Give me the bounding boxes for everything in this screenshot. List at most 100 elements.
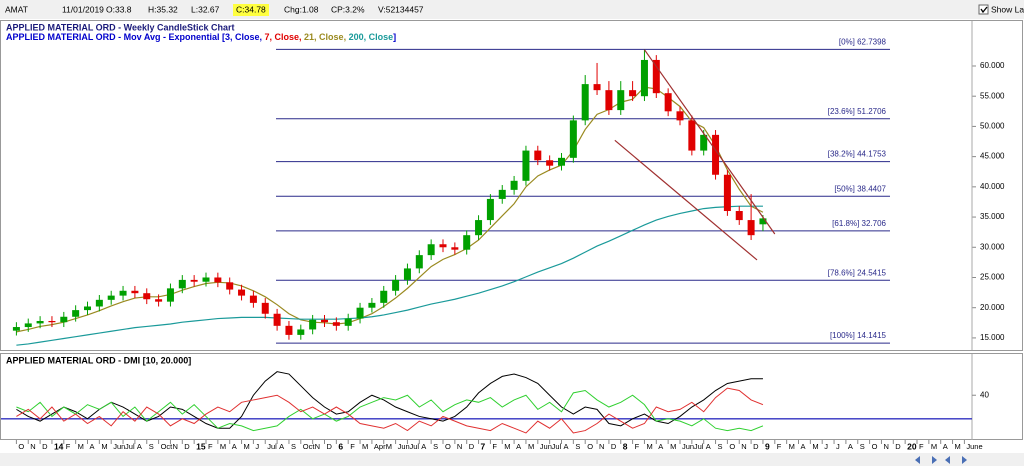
ma-legend: APPLIED MATERIAL ORD - Mov Avg - Exponen… [6, 32, 396, 42]
x-tick-label: F [350, 442, 355, 451]
x-tick-label: O [445, 442, 451, 451]
show-last-label[interactable]: Show Last [991, 4, 1024, 14]
volume: V:52134457 [378, 4, 424, 14]
symbol: AMAT [5, 4, 28, 14]
x-tick-label: Apr [374, 442, 386, 451]
x-tick-label: M [244, 442, 250, 451]
x-tick-label: N [883, 442, 888, 451]
x-tick-label: Jul [125, 442, 135, 451]
candle-body [60, 316, 68, 323]
ma-legend-part: 7, Close, [265, 32, 305, 42]
candle-body [238, 289, 246, 296]
candle-body [166, 288, 174, 302]
fib-label: [23.6%] 51.2706 [828, 107, 887, 116]
x-tick-label: O [18, 442, 24, 451]
x-tick-label: Oct [303, 442, 316, 451]
x-tick-label: F [635, 442, 640, 451]
candle-body [107, 295, 115, 300]
candle-body [427, 244, 435, 256]
moving-average [16, 205, 763, 346]
x-tick-label: A [801, 442, 806, 451]
x-tick-label: O [729, 442, 735, 451]
trend-line [643, 49, 776, 235]
x-tick-label: Jun [682, 442, 694, 451]
candle-body [332, 322, 340, 326]
x-tick-label: D [42, 442, 48, 451]
candle-body [321, 319, 328, 323]
candle-body [392, 279, 400, 291]
candle-body [652, 59, 660, 94]
candle-body [664, 93, 672, 112]
dmi-line [16, 387, 764, 434]
candle-body [12, 327, 20, 331]
x-tick-label: S [433, 442, 438, 451]
ma-legend-part: ] [393, 32, 396, 42]
candle-body [190, 279, 198, 282]
candle-body [36, 320, 44, 324]
x-tick-label: M [812, 442, 818, 451]
ma-legend-part: 3, Close, [225, 32, 265, 42]
x-tick-label: F [66, 442, 71, 451]
date: 11/01/2019 [62, 4, 104, 14]
candle-body [451, 247, 459, 250]
fib-label: [50%] 38.4407 [834, 184, 886, 193]
x-tick-label: A [658, 442, 663, 451]
candle-body [24, 323, 32, 328]
candle-body [629, 90, 637, 97]
candle-body [546, 160, 554, 166]
y-tick-label: 45.000 [980, 152, 1005, 161]
candle-body [558, 157, 565, 166]
open: O:33.8 [106, 4, 132, 14]
x-tick-label: A [137, 442, 142, 451]
x-tick-label: 14 [54, 441, 64, 451]
y-tick-label: 25.000 [980, 273, 1005, 282]
y-tick-label: 30.000 [980, 242, 1005, 251]
x-tick-label: J [255, 442, 259, 451]
x-tick-label: M [955, 442, 961, 451]
x-tick-label: Jul [552, 442, 562, 451]
x-tick-label: M [670, 442, 676, 451]
x-tick-label: D [895, 442, 901, 451]
x-tick-label: Jun [540, 442, 552, 451]
fib-label: [78.6%] 24.5415 [828, 268, 887, 277]
y-tick-label: 20.000 [980, 303, 1005, 312]
fib-label: [100%] 14.1415 [830, 331, 887, 340]
chart-title: APPLIED MATERIAL ORD - Weekly CandleStic… [6, 22, 235, 32]
x-tick-label: Jul [409, 442, 419, 451]
x-tick-label: M [789, 442, 795, 451]
show-last-checkbox[interactable] [978, 4, 989, 15]
x-tick-label: N [30, 442, 35, 451]
candle-body [273, 313, 281, 326]
candle-body [226, 282, 234, 290]
candle-body [593, 84, 601, 91]
x-tick-label: D [327, 442, 333, 451]
y-tick-label: 15.000 [980, 333, 1005, 342]
x-tick-label: Jul [694, 442, 704, 451]
x-tick-label: 9 [765, 441, 770, 451]
x-tick-label: D [611, 442, 617, 451]
candle-body [202, 277, 210, 282]
candle-body [72, 310, 80, 317]
change: Chg:1.08 [284, 4, 319, 14]
candle-body [605, 90, 613, 111]
y-tick-label: 35.000 [980, 212, 1005, 221]
candle-body [723, 174, 731, 212]
candle-body [368, 302, 376, 308]
low: L:32.67 [191, 4, 220, 14]
dmi-line [16, 371, 763, 429]
x-tick-label: 8 [623, 441, 628, 451]
candle-body [356, 307, 364, 319]
x-tick-label: O [872, 442, 878, 451]
x-tick-label: M [101, 442, 107, 451]
x-tick-label: Jul [267, 442, 277, 451]
x-tick-label: F [492, 442, 497, 451]
candle-body [439, 244, 447, 248]
candle-body [510, 180, 518, 190]
candle-body [617, 90, 625, 111]
x-tick-label: M [931, 442, 937, 451]
x-tick-label: A [516, 442, 521, 451]
fib-label: [61.8%] 32.706 [832, 219, 886, 228]
candle-body [380, 290, 388, 303]
candle-body [155, 299, 163, 302]
change-pct: CP:3.2% [331, 4, 365, 14]
